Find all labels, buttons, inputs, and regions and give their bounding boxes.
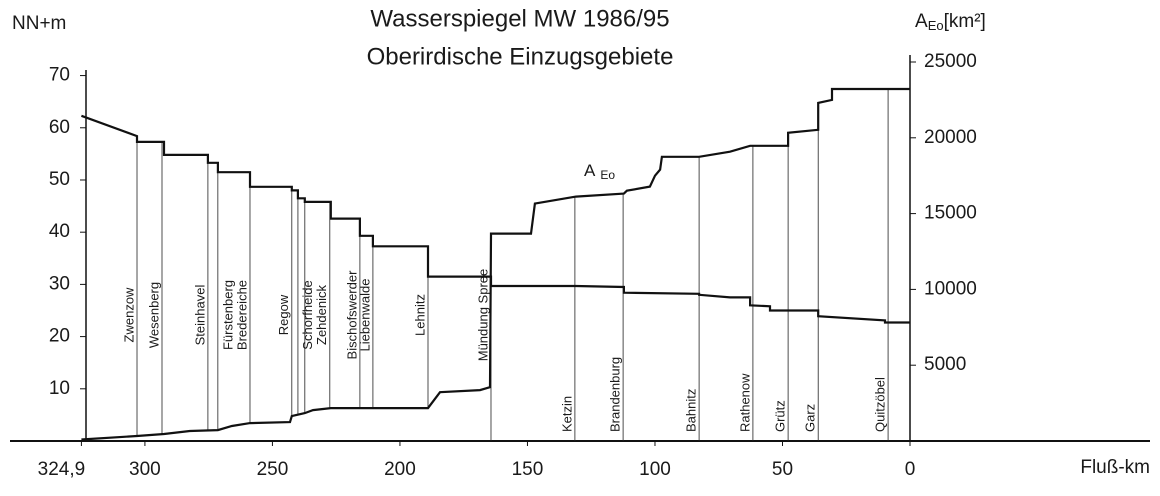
data-line: [81, 87, 910, 441]
y-tick-label: 40: [49, 221, 70, 242]
x-tick-label: 50: [772, 459, 793, 480]
y2-tick-label: 5000: [924, 354, 966, 375]
x-tick-label: 300: [129, 459, 161, 480]
station-label: Grütz: [773, 400, 788, 432]
y-tick-label: 60: [49, 117, 70, 138]
station-label: Garz: [803, 404, 818, 432]
station-label: Schorfheide: [300, 280, 315, 349]
station-label: Quitzöbel: [873, 377, 888, 432]
data-line: [81, 114, 910, 324]
x-tick-label: 250: [257, 459, 289, 480]
station-label: Zehdenick: [314, 285, 329, 345]
y-tick-label: 50: [49, 169, 70, 190]
x-axis-label: Fluß-km: [1080, 457, 1150, 478]
annotation: A Eo: [584, 161, 615, 182]
station-label: Wesenberg: [146, 282, 161, 348]
station-label: Steinhavel: [192, 285, 207, 346]
station-label: Bahnitz: [684, 389, 699, 432]
y2-label-main: A: [915, 11, 928, 32]
station-label: Rathenow: [737, 373, 752, 432]
x-tick-label: 150: [512, 459, 544, 480]
station-label: Brandenburg: [608, 357, 623, 432]
y2-tick-label: 25000: [924, 51, 977, 72]
annotation-sub: Eo: [600, 168, 615, 182]
y-tick-label: 30: [49, 273, 70, 294]
chart-title: Wasserspiegel MW 1986/95: [370, 5, 669, 32]
x-tick-label: 324,9: [38, 459, 86, 480]
annotation-main: A: [584, 161, 596, 180]
station-label: Ketzin: [559, 396, 574, 432]
station-label: Zwenzow: [121, 287, 136, 343]
station-label: Mündung Spree: [475, 269, 490, 362]
station-label: Fürstenberg: [220, 280, 235, 350]
y2-label-sub: Eo: [928, 18, 944, 33]
y2-axis-label: AEo[km²]: [915, 11, 986, 33]
y2-label-unit: [km²]: [944, 11, 986, 32]
station-label: Regow: [276, 294, 291, 335]
y2-tick-label: 20000: [924, 127, 977, 148]
station-label: Liebenwalde: [357, 278, 372, 351]
station-label: Bredereiche: [234, 280, 249, 350]
y-tick-label: 20: [49, 326, 70, 347]
x-tick-label: 0: [905, 459, 916, 480]
station-label: Bischofswerder: [344, 270, 359, 360]
y2-tick-label: 15000: [924, 203, 977, 224]
y-tick-label: 70: [49, 65, 70, 86]
station-label: Lehnitz: [412, 294, 427, 336]
chart-subtitle: Oberirdische Einzugsgebiete: [367, 43, 674, 70]
y2-tick-label: 10000: [924, 278, 977, 299]
y-tick-label: 10: [49, 378, 70, 399]
x-tick-label: 100: [639, 459, 671, 480]
y-axis-label: NN+m: [12, 13, 66, 34]
x-tick-label: 200: [384, 459, 416, 480]
